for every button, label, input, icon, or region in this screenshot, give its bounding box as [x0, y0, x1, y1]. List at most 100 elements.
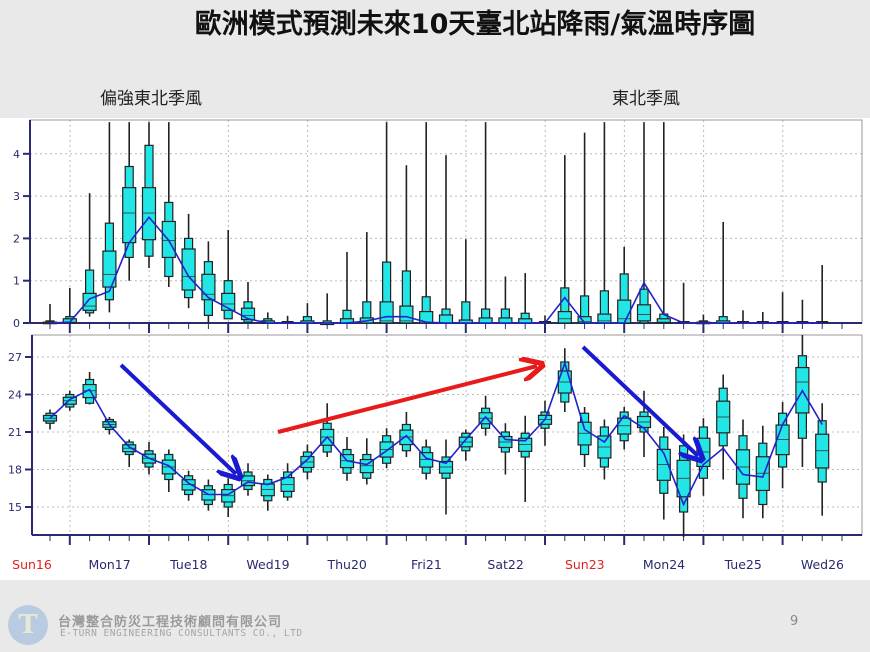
temp-box-19	[419, 439, 434, 480]
outer-box	[84, 269, 95, 314]
inner-box	[122, 187, 137, 244]
day-label-Sun23: Sun23	[565, 557, 605, 572]
day-label-Tue25: Tue25	[724, 557, 762, 572]
temp-ytick-label: 15	[8, 501, 22, 514]
cooling-arrow-2	[581, 345, 698, 456]
temp-box-18	[399, 412, 414, 457]
temp-plot: 15 18 21 24 27	[8, 334, 863, 545]
precip-box-32	[677, 282, 690, 323]
ensemble-chart: 0 1 2 3 4 15 18 21 24 27 Sun16 Mon17 Tue18 Wed19 Thu20…	[8, 119, 863, 572]
precip-box-13	[300, 303, 315, 324]
precip-box-18	[399, 165, 414, 324]
zero-box	[776, 321, 789, 323]
precip-box-0	[42, 303, 58, 325]
temp-ytick-label: 24	[8, 389, 22, 402]
temp-frame	[31, 334, 863, 536]
temp-box-4	[122, 439, 137, 467]
temp-box-34	[716, 374, 731, 480]
inner-box	[557, 310, 572, 324]
temp-box-39	[815, 403, 830, 516]
temp-box-33	[696, 418, 711, 496]
precip-box-12	[281, 315, 294, 323]
temp-box-31	[656, 427, 671, 520]
annotation-monsoon: 東北季風	[612, 89, 680, 109]
cooling-arrow-1	[119, 363, 236, 474]
precip-box-38	[796, 299, 809, 323]
temp-box-9	[221, 478, 236, 517]
inner-box	[379, 301, 394, 324]
temp-box-10	[240, 463, 256, 496]
page-number: 9	[790, 614, 799, 629]
inner-box	[62, 318, 77, 324]
inner-box	[656, 318, 671, 324]
company-logo: T	[8, 605, 48, 645]
day-label-Mon17: Mon17	[88, 557, 130, 572]
temp-box-6	[161, 449, 176, 492]
inner-box	[240, 307, 256, 321]
day-label-Tue18: Tue18	[169, 557, 207, 572]
inner-box	[438, 314, 454, 324]
inner-box	[82, 292, 97, 311]
temp-box-28	[597, 419, 612, 480]
zero-box	[816, 321, 829, 323]
zero-box	[756, 321, 769, 323]
temp-box-15	[339, 437, 355, 481]
temp-box-1	[62, 390, 77, 411]
day-label-Mon24: Mon24	[643, 557, 685, 572]
precip-box-35	[737, 310, 749, 323]
page-title: 歐洲模式預測未來10天臺北站降雨/氣溫時序圖	[194, 9, 756, 40]
precip-box-28	[597, 122, 612, 324]
inner-box	[399, 305, 414, 324]
precip-box-7	[181, 213, 196, 309]
company-name-en: E-TURN ENGINEERING CONSULTANTS CO., LTD	[60, 628, 303, 639]
precip-box-23	[498, 276, 513, 324]
precip-box-31	[656, 122, 671, 324]
precip-ytick-label: 1	[13, 275, 20, 288]
company-name-cn: 台灣整合防災工程技術顧問有限公司	[58, 615, 283, 630]
temp-box-13	[300, 444, 315, 480]
inner-box	[102, 250, 117, 288]
day-label-Sun16: Sun16	[12, 557, 52, 572]
precip-box-6	[161, 122, 176, 288]
inner-box	[636, 304, 652, 322]
precip-box-10	[240, 281, 256, 323]
precip-box-37	[776, 292, 789, 323]
temp-box-2	[82, 372, 97, 405]
precip-box-30	[636, 122, 652, 324]
precip-ytick-label: 2	[13, 232, 20, 245]
precip-box-27	[577, 132, 592, 324]
temp-box-27	[577, 407, 592, 467]
precip-box-29	[617, 246, 632, 324]
temp-box-0	[42, 409, 58, 430]
temp-box-22	[478, 395, 493, 436]
temp-box-30	[636, 390, 652, 457]
precip-box-22	[478, 122, 493, 324]
temp-box-29	[617, 407, 632, 450]
warming-arrow	[277, 366, 537, 434]
temp-mean-line	[49, 360, 823, 507]
temp-ytick-label: 21	[8, 426, 22, 439]
zero-box	[281, 321, 294, 323]
precip-mean-line	[49, 215, 823, 324]
temp-box-20	[438, 439, 454, 515]
day-label-Fri21: Fri21	[411, 557, 442, 572]
precip-box-34	[716, 221, 731, 324]
temp-ytick-label: 27	[8, 351, 22, 364]
precip-box-26	[557, 155, 572, 324]
temp-box-14	[320, 403, 335, 457]
precip-box-15	[339, 251, 355, 324]
temp-box-36	[755, 425, 770, 519]
precip-box-8	[201, 241, 216, 323]
chart-panel: 0 1 2 3 4 15 18 21 24 27 Sun16 Mon17 Tue18 Wed19 Thu20…	[0, 118, 870, 580]
day-label-Wed26: Wed26	[801, 557, 844, 572]
temp-ytick-label: 18	[8, 464, 22, 477]
temp-box-32	[676, 434, 691, 537]
temp-box-23	[498, 423, 513, 475]
precip-box-16	[359, 232, 374, 324]
temp-box-38	[795, 335, 810, 467]
temp-box-37	[775, 402, 790, 489]
precip-plot: 0 1 2 3 4	[13, 119, 863, 333]
inner-box	[201, 273, 216, 301]
precip-box-19	[419, 122, 434, 324]
day-label-Thu20: Thu20	[327, 557, 367, 572]
